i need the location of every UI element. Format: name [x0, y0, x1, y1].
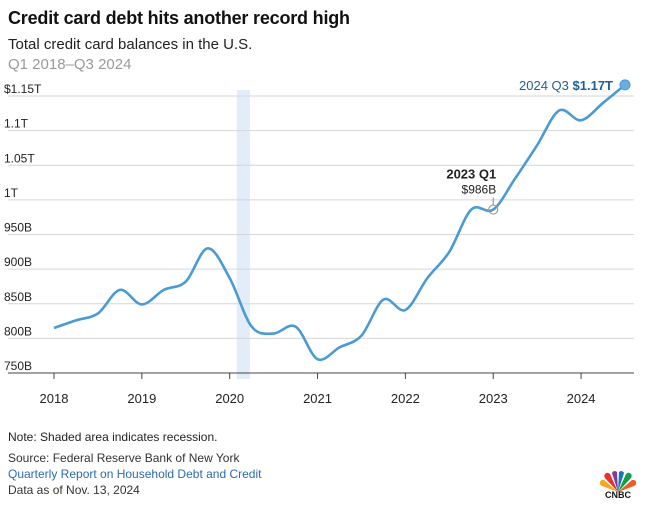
latest-period: 2024 Q3: [519, 78, 573, 93]
data-point: [404, 309, 406, 311]
annotation-marker: [488, 204, 499, 215]
x-tick-label: 2021: [303, 391, 332, 406]
line-chart: 750B 800B 850B 900B 950B 1T 1.05T 1.1T $1.15T 201…: [4, 78, 634, 406]
data-point: [207, 247, 209, 249]
data-point: [185, 280, 187, 282]
data-point: [316, 358, 318, 360]
latest-point-label: 2024 Q3 $1.17T: [519, 78, 613, 93]
data-point: [448, 251, 450, 253]
chart-subtitle: Total credit card balances in the U.S.: [8, 36, 253, 53]
y-tick-label: 900B: [4, 255, 32, 269]
cnbc-peacock-icon: [600, 471, 636, 492]
data-point: [360, 334, 362, 336]
x-tick-label: 2020: [215, 391, 244, 406]
y-tick-label: 950B: [4, 221, 32, 235]
data-point: [514, 177, 516, 179]
data-point: [558, 109, 560, 111]
latest-value: $1.17T: [573, 78, 614, 93]
data-point: [97, 312, 99, 314]
source-text: Source: Federal Reserve Bank of New York: [8, 451, 240, 465]
chart-title: Credit card debt hits another record hig…: [8, 8, 350, 28]
latest-point-marker: [619, 79, 631, 91]
chart-date-range: Q1 2018–Q3 2024: [8, 56, 132, 73]
data-point: [163, 289, 165, 291]
y-tick-label: 1T: [4, 186, 19, 200]
data-point: [272, 332, 274, 334]
report-link[interactable]: Quarterly Report on Household Debt and C…: [8, 467, 262, 481]
data-as-of: Data as of Nov. 13, 2024: [8, 483, 140, 497]
x-tick-label: 2022: [391, 391, 420, 406]
recession-note: Note: Shaded area indicates recession.: [8, 430, 218, 444]
data-point: [382, 298, 384, 300]
y-tick-label: 1.05T: [4, 151, 35, 165]
data-point: [53, 327, 55, 329]
balance-series-line: [53, 83, 626, 362]
x-tick-label: 2023: [479, 391, 508, 406]
data-point: [580, 119, 582, 121]
x-tick-label: 2019: [127, 391, 156, 406]
y-tick-label: 850B: [4, 290, 32, 304]
data-point: [492, 208, 494, 210]
x-tick-label: 2018: [40, 391, 69, 406]
data-point: [602, 102, 604, 104]
y-tick-label: 750B: [4, 359, 32, 373]
data-point: [338, 346, 340, 348]
y-tick-label: 1.1T: [4, 117, 29, 131]
annotation-label: 2023 Q1: [446, 167, 496, 182]
data-point: [536, 144, 538, 146]
data-point: [294, 325, 296, 327]
y-tick-label: 800B: [4, 324, 32, 338]
cnbc-logo-text: CNBC: [605, 490, 631, 500]
data-point: [119, 289, 121, 291]
data-point: [75, 319, 77, 321]
y-tick-label: $1.15T: [4, 82, 42, 96]
data-point: [426, 277, 428, 279]
data-point: [228, 277, 230, 279]
x-tick-label: 2024: [567, 391, 596, 406]
data-point: [470, 208, 472, 210]
data-point: [250, 325, 252, 327]
annotation-value: $986B: [462, 183, 497, 197]
data-point: [141, 303, 143, 305]
